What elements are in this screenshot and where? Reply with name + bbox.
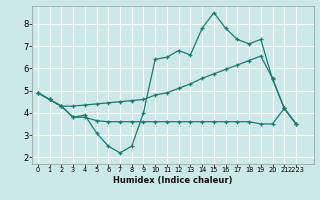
X-axis label: Humidex (Indice chaleur): Humidex (Indice chaleur) — [113, 176, 233, 185]
